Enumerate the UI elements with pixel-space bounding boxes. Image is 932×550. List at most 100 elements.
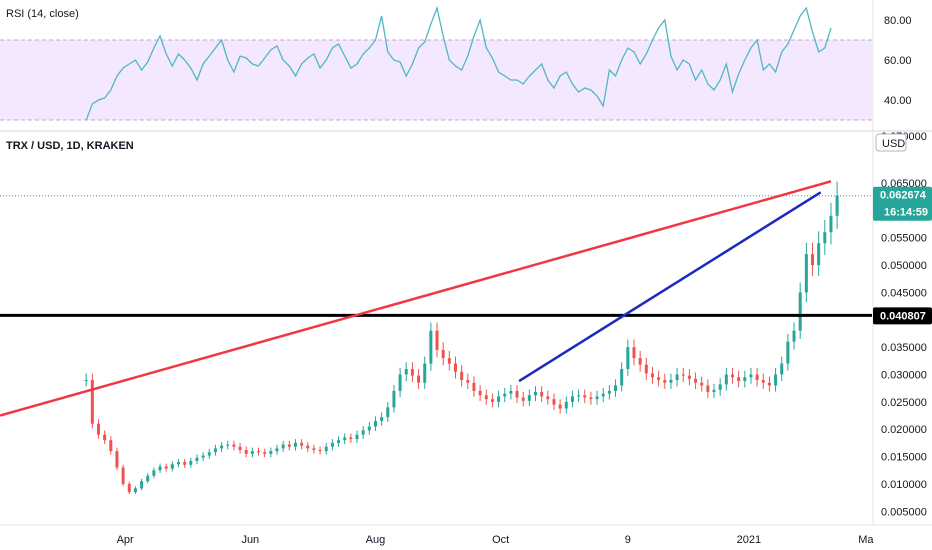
price-tick-label: 0.020000 [881, 424, 927, 436]
candle-body [761, 379, 765, 383]
blue-trendline[interactable] [518, 191, 822, 383]
candle-body [466, 379, 470, 383]
candle-body [447, 358, 451, 364]
candle-body [121, 467, 125, 484]
candle-body [780, 363, 784, 375]
time-axis-ticks: Apr Jun Aug Oct 9 2021 Ma [117, 534, 875, 546]
candle-body [195, 457, 199, 461]
candle-body [373, 421, 377, 427]
candle-body [429, 330, 433, 364]
candle-body [798, 292, 802, 331]
candle-body [453, 363, 457, 372]
candle-body [287, 444, 291, 447]
candle-body [601, 393, 605, 397]
time-tick-label: Aug [366, 534, 386, 546]
candle-body [786, 341, 790, 364]
candle-body [257, 451, 261, 453]
price-tick-label: 0.005000 [881, 506, 927, 518]
price-tick-label: 0.035000 [881, 342, 927, 354]
candle-body [509, 390, 513, 394]
red-trendline[interactable] [0, 180, 832, 417]
candle-body [620, 369, 624, 386]
candle-body [337, 440, 341, 443]
hline-price-label: 0.040807 [880, 310, 926, 322]
candle-body [712, 389, 716, 393]
candle-body [404, 369, 408, 375]
candle-body [829, 215, 833, 233]
candle-body [201, 455, 205, 458]
candle-body [478, 390, 482, 396]
candle-body [774, 374, 778, 386]
candle-body [595, 396, 599, 400]
price-tick-label: 0.045000 [881, 287, 927, 299]
price-tick-label: 0.055000 [881, 233, 927, 245]
candle-body [737, 377, 741, 382]
candle-body [515, 390, 519, 398]
candle-body [490, 399, 494, 402]
rsi-pane[interactable]: RSI (14, close) 80.00 60.00 40.00 [0, 5, 912, 121]
candle-body [164, 466, 168, 469]
candle-body [281, 444, 285, 449]
candle-body [583, 395, 587, 398]
candle-body [460, 371, 464, 380]
price-pane[interactable]: TRX / USD, 1D, KRAKEN [0, 140, 872, 495]
rsi-line [85, 5, 832, 121]
candle-body [152, 470, 156, 476]
candle-body [133, 488, 137, 493]
candle-body [626, 347, 630, 370]
candle-body [700, 382, 704, 386]
rsi-tick-label: 40.00 [884, 95, 912, 107]
candle-body [293, 442, 297, 447]
last-price-label: 0.062674 [880, 190, 927, 202]
candle-body [367, 426, 371, 431]
time-axis[interactable]: Apr Jun Aug Oct 9 2021 Ma [0, 524, 932, 546]
time-tick-label: Oct [492, 534, 509, 546]
countdown-label: 16:14:59 [884, 207, 928, 219]
price-tick-label: 0.030000 [881, 370, 927, 382]
candle-body [213, 448, 217, 453]
candle-body [269, 451, 273, 454]
candle-body [306, 445, 310, 449]
currency-badge[interactable] [875, 133, 907, 152]
candle-body [810, 254, 814, 266]
candle-body [109, 440, 113, 452]
candle-body [355, 434, 359, 440]
candle-body [835, 195, 839, 216]
candle-body [220, 445, 224, 449]
price-axis[interactable]: 0.0650000.0600000.0550000.0500000.045000… [872, 0, 932, 525]
candle-body [681, 374, 685, 376]
candle-body [804, 254, 808, 293]
last-price-badge: 0.062674 16:14:59 [873, 186, 932, 221]
candles [84, 181, 839, 495]
candle-body [632, 347, 636, 359]
candle-body [127, 483, 131, 493]
hline-price-badge: 0.040807 [873, 307, 932, 325]
rsi-axis-ticks: 80.00 60.00 40.00 [884, 15, 912, 107]
price-tick-label: 0.010000 [881, 479, 927, 491]
candle-body [398, 374, 402, 391]
candle-body [177, 462, 181, 465]
candle-body [589, 397, 593, 400]
candle-body [730, 374, 734, 378]
price-tick-label: 0.025000 [881, 397, 927, 409]
candle-body [638, 358, 642, 365]
candle-body [435, 330, 439, 350]
candle-body [497, 396, 501, 402]
currency-label: USD [882, 138, 905, 150]
candle-body [657, 377, 661, 380]
candle-body [275, 448, 279, 452]
time-tick-label: 9 [625, 534, 631, 546]
candle-body [706, 385, 710, 393]
candle-body [564, 401, 568, 409]
candle-body [823, 232, 827, 244]
candle-body [558, 404, 562, 409]
candle-body [694, 378, 698, 383]
candle-body [718, 384, 722, 390]
symbol-title: TRX / USD, 1D, KRAKEN [6, 140, 134, 152]
time-tick-label: Apr [117, 534, 134, 546]
candle-body [300, 442, 304, 446]
candle-body [380, 417, 384, 422]
candle-body [361, 430, 365, 435]
candle-body [392, 390, 396, 408]
